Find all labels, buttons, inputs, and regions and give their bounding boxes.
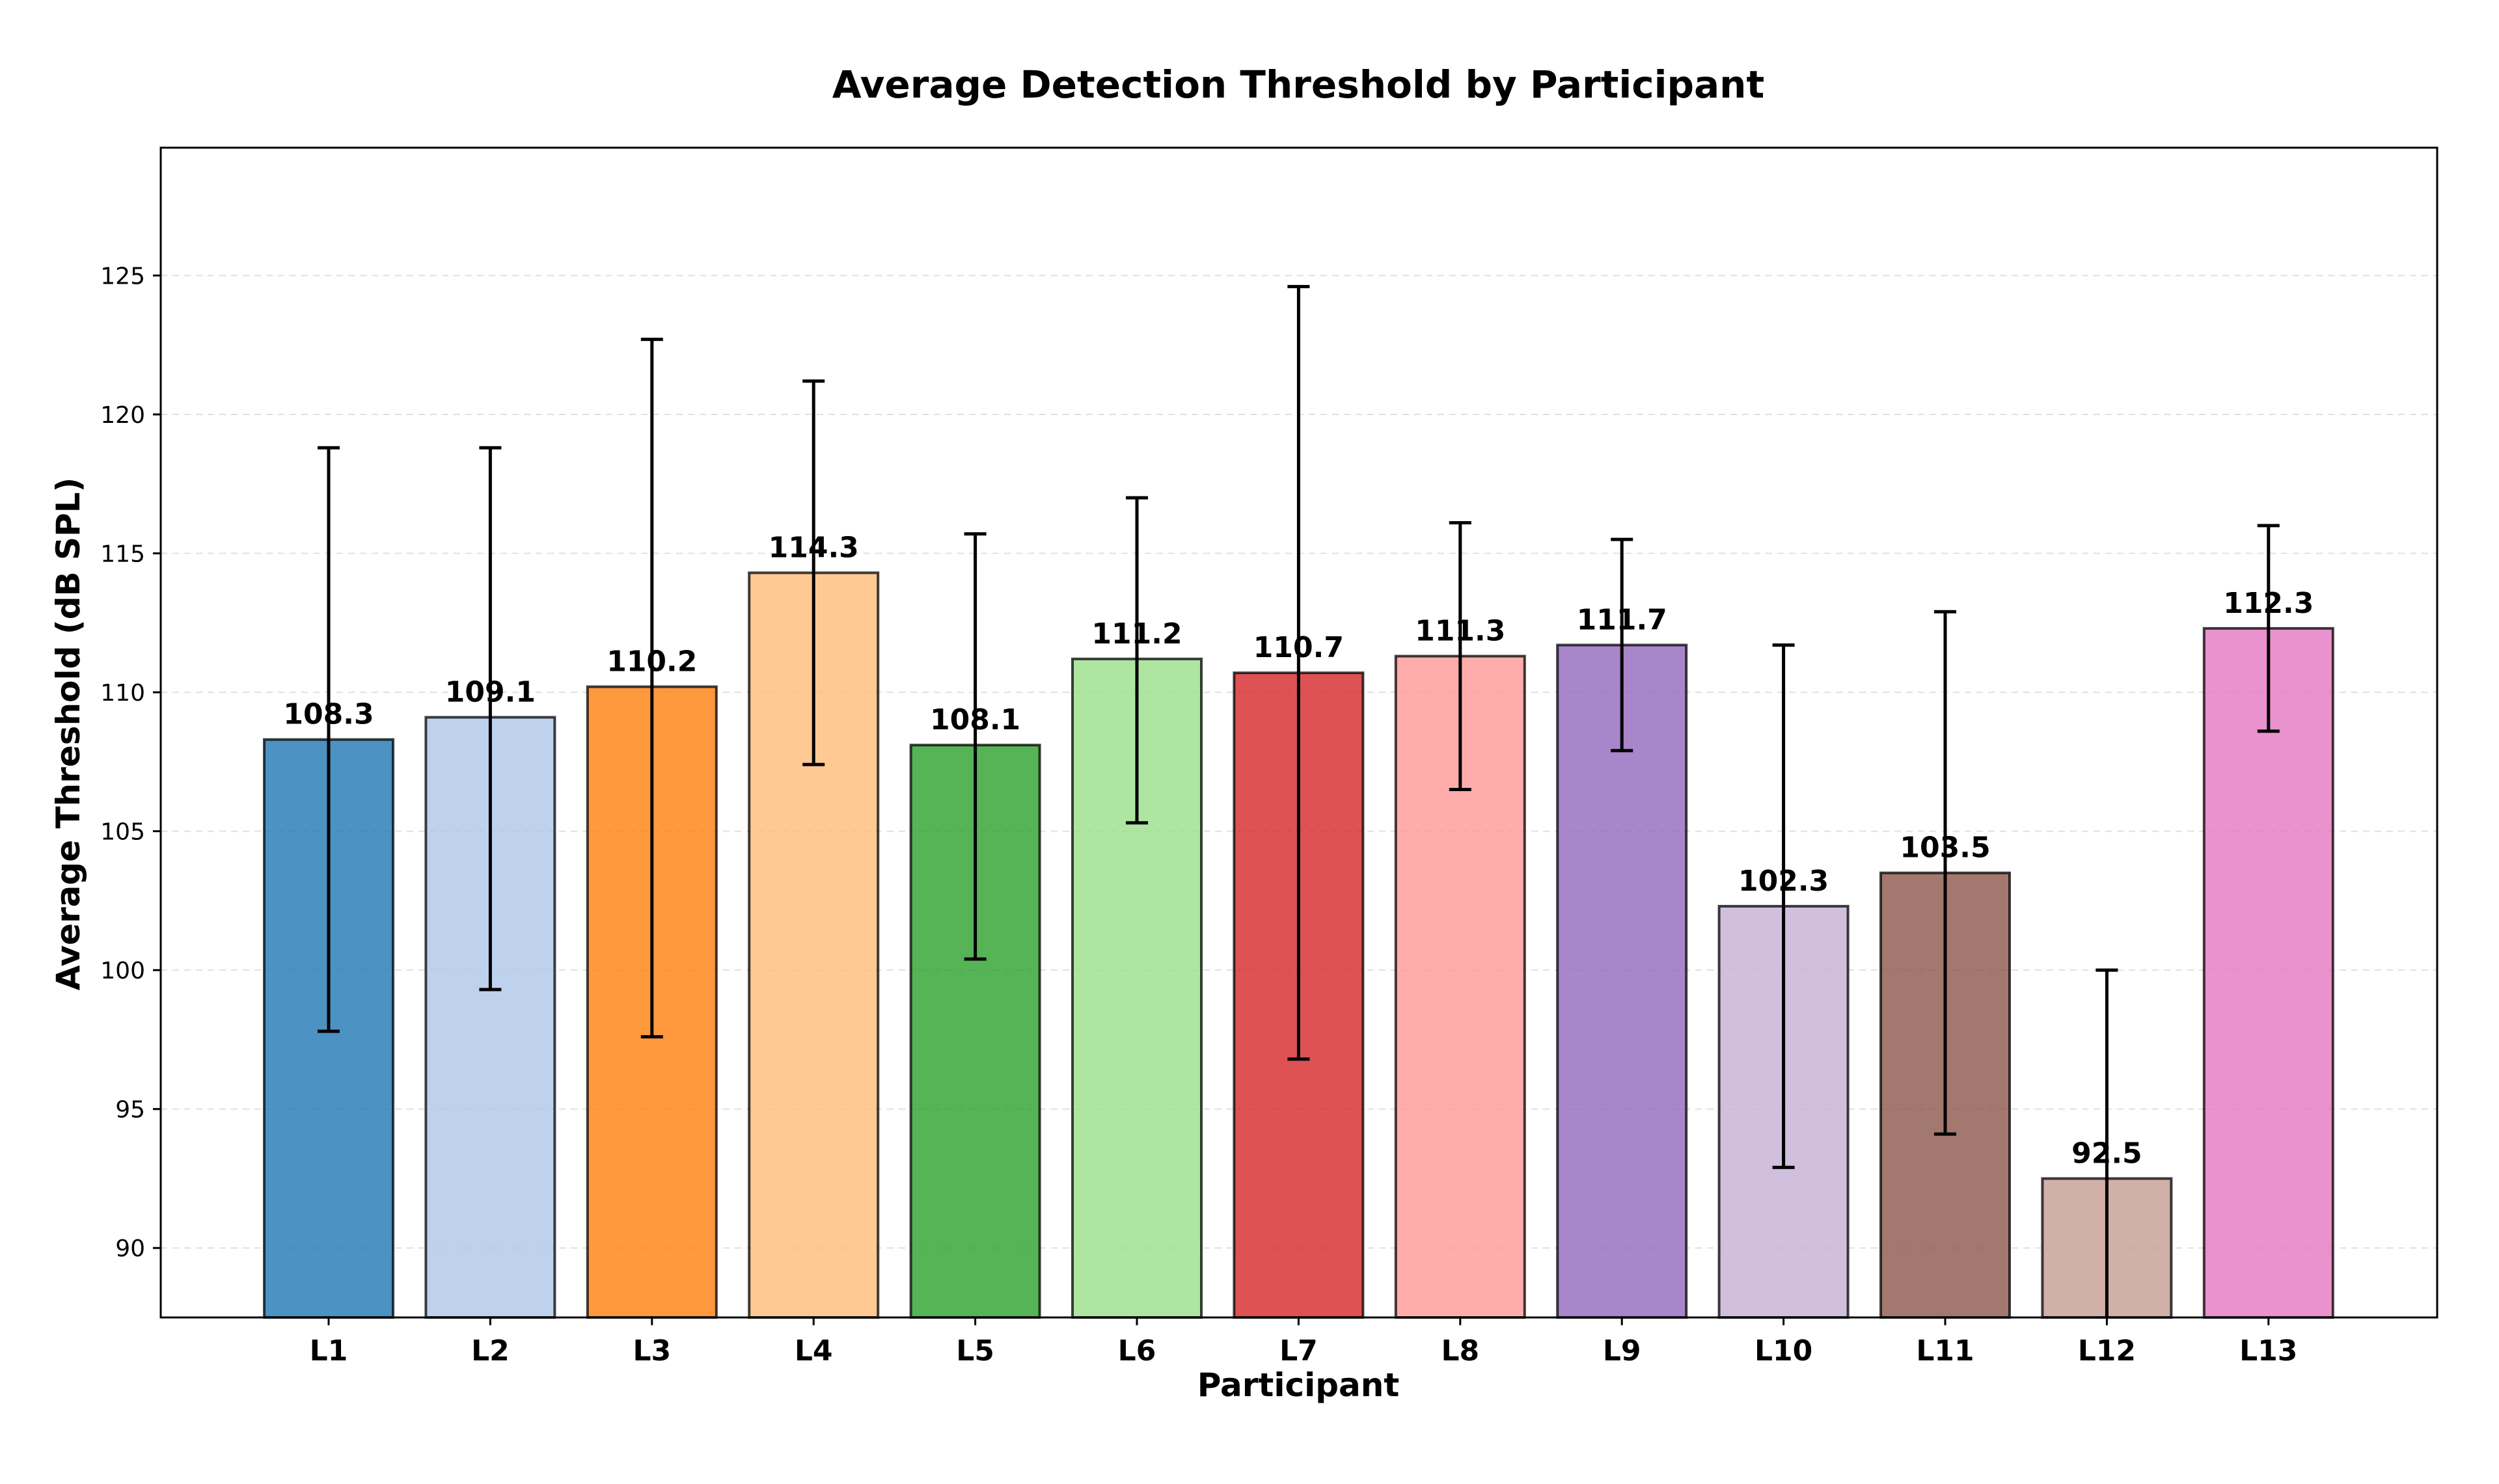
x-tick-label-L3: L3 [633,1334,671,1368]
data-label-L9: 111.7 [1577,603,1667,636]
bar-L13 [2202,627,2334,1319]
error-bar-L8 [1449,521,1471,792]
x-tick-label-L10: L10 [1755,1334,1812,1368]
data-label-L12: 92.5 [2071,1137,2142,1170]
data-label-L5: 108.1 [930,703,1020,736]
data-label-L3: 110.2 [607,645,697,679]
x-tick-label-L5: L5 [956,1334,994,1368]
data-label-L11: 103.5 [1900,831,1990,865]
y-tick-label-115: 115 [100,541,145,568]
error-bar-L5 [964,532,987,961]
x-tick-label-L6: L6 [1118,1334,1156,1368]
error-bar-L6 [1126,496,1148,825]
data-label-L6: 111.2 [1091,617,1182,651]
error-bar-L13 [2257,524,2280,733]
error-bar-L3 [640,338,663,1039]
y-tick-label-120: 120 [100,402,145,429]
x-tick-label-L8: L8 [1441,1334,1479,1368]
x-tick-label-L2: L2 [471,1334,510,1368]
x-tick-label-L7: L7 [1279,1334,1318,1368]
error-bar-L10 [1772,643,1795,1169]
data-label-L10: 102.3 [1738,865,1829,898]
x-tick-label-L11: L11 [1916,1334,1974,1368]
x-tick-label-L9: L9 [1603,1334,1641,1368]
x-tick-label-L12: L12 [2078,1334,2136,1368]
y-axis-label: Average Threshold (dB SPL) [49,478,87,991]
chart-title: Average Detection Threshold by Participa… [832,62,1764,107]
y-tick-label-90: 90 [115,1235,145,1262]
x-tick-label-L4: L4 [795,1334,833,1368]
bar-L9 [1556,643,1688,1319]
x-axis-ticks: L1 L2 L3 L4 L5 L6 L7 L8 L9 L10 L11 L12 L13 [310,1317,2297,1368]
y-tick-label-125: 125 [100,263,145,290]
y-tick-label-100: 100 [100,958,145,984]
error-bar-L11 [1934,610,1956,1136]
bars-layer [263,571,2334,1319]
error-bar-L1 [318,446,340,1033]
error-bar-L12 [2096,968,2118,1317]
data-labels-layer: 108.3 109.1 110.2 114.3 108.1 111.2 110.7 111.3… [283,531,2314,1170]
x-axis-label: Participant [1197,1366,1400,1404]
data-label-L4: 114.3 [769,531,859,564]
y-axis-ticks: 90 95 100 105 110 115 120 125 [100,263,161,1262]
data-label-L1: 108.3 [283,698,374,731]
x-tick-label-L13: L13 [2239,1334,2297,1368]
x-tick-label-L1: L1 [310,1334,348,1368]
error-bar-L2 [479,446,502,992]
data-label-L8: 111.3 [1415,615,1505,648]
y-tick-label-110: 110 [100,680,145,707]
data-label-L13: 112.3 [2223,587,2314,620]
data-label-L7: 110.7 [1253,631,1344,664]
error-bar-L7 [1287,285,1310,1061]
error-bars-layer [318,285,2280,1317]
data-label-L2: 109.1 [445,676,536,709]
error-bar-L4 [802,379,825,766]
error-bar-L9 [1611,537,1633,753]
y-tick-label-95: 95 [115,1097,145,1124]
y-tick-label-105: 105 [100,819,145,846]
